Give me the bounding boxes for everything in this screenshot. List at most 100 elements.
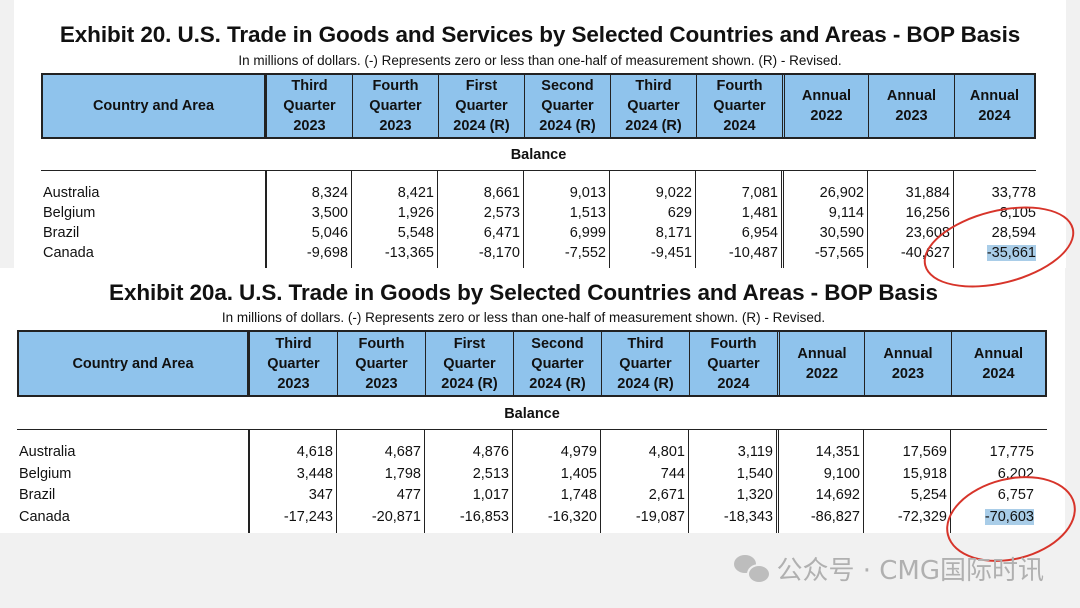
- country-name: Australia: [43, 185, 100, 201]
- table-cell: -40,627: [900, 245, 950, 261]
- table-cell: 5,548: [397, 225, 434, 241]
- column-divider: [424, 430, 425, 533]
- wechat-icon: [734, 554, 772, 584]
- table-cell: 6,471: [483, 225, 520, 241]
- column-divider: [336, 430, 337, 533]
- table-cell: 16,256: [905, 205, 950, 221]
- table-cell: -18,343: [723, 508, 773, 525]
- table-cell: 1,481: [741, 205, 778, 221]
- exhibit-20-subtitle: In millions of dollars. (-) Represents z…: [238, 53, 842, 68]
- column-divider: [953, 171, 954, 268]
- table-cell: -17,243: [283, 508, 333, 525]
- column-header: Annual 2023: [864, 332, 951, 395]
- table-cell: 1,540: [736, 465, 773, 482]
- table-cell: -57,565: [814, 245, 864, 261]
- table-cell: 17,775: [989, 444, 1034, 460]
- column-header: Third Quarter 2024 (R): [601, 332, 689, 395]
- country-name: Brazil: [43, 225, 80, 241]
- watermark: 公众号 · CMG国际时讯: [734, 550, 1044, 587]
- column-header: Fourth Quarter 2024: [696, 75, 782, 137]
- table-cell: 6,954: [741, 225, 778, 241]
- column-header: Annual 2023: [868, 75, 954, 137]
- table-row: Canada -9,698 -13,365 -8,170 -7,552 -9,451 -10…: [41, 243, 1040, 263]
- table-cell: -8,170: [478, 245, 520, 261]
- table-cell: 9,013: [569, 185, 606, 201]
- table-cell: 31,884: [905, 185, 950, 201]
- exhibit-20a-panel: Exhibit 20a. U.S. Trade in Goods by Sele…: [0, 268, 1065, 533]
- table-cell: 15,918: [902, 465, 947, 482]
- table-cell: 8,661: [483, 185, 520, 201]
- table-cell: 2,671: [648, 487, 685, 503]
- country-name: Brazil: [19, 487, 56, 503]
- column-header: Third Quarter 2024 (R): [610, 75, 696, 137]
- column-divider: [351, 171, 352, 268]
- column-divider: [609, 171, 610, 268]
- exhibit-20-rule: [41, 170, 1036, 171]
- table-cell: 17,569: [902, 444, 947, 460]
- table-cell: 347: [308, 487, 333, 503]
- country-name: Australia: [19, 444, 76, 460]
- column-header: Annual 2024: [951, 332, 1045, 395]
- table-cell: 1,320: [736, 487, 773, 503]
- table-cell: 9,022: [655, 185, 692, 201]
- exhibit-20-title: Exhibit 20. U.S. Trade in Goods and Serv…: [59, 22, 1021, 47]
- column-header: Second Quarter 2024 (R): [513, 332, 601, 395]
- column-divider: [695, 171, 696, 268]
- column-header: First Quarter 2024 (R): [425, 332, 513, 395]
- column-divider: [600, 430, 601, 533]
- column-header: Fourth Quarter 2023: [352, 75, 438, 137]
- table-cell: 4,687: [384, 444, 421, 460]
- column-divider: [437, 171, 438, 268]
- table-cell: 4,876: [472, 444, 509, 460]
- table-cell: 14,692: [815, 487, 860, 503]
- table-cell: 3,448: [296, 465, 333, 482]
- exhibit-20-section-label: Balance: [510, 147, 567, 163]
- column-header: Annual 2024: [954, 75, 1034, 137]
- exhibit-20a-rule: [17, 429, 1047, 430]
- column-divider: [950, 430, 951, 533]
- exhibit-20a-header: Country and Area Third Quarter 2023 Fourth Qu…: [17, 330, 1047, 397]
- table-cell: 4,979: [560, 444, 597, 460]
- table-cell: -19,087: [635, 508, 685, 525]
- column-header: Fourth Quarter 2023: [337, 332, 425, 395]
- column-divider: [512, 430, 513, 533]
- column-header: Second Quarter 2024 (R): [524, 75, 610, 137]
- exhibit-20-column-lines: [41, 171, 1036, 268]
- table-cell: 1,017: [472, 487, 509, 503]
- table-cell: 8,421: [397, 185, 434, 201]
- table-cell: -9,451: [650, 245, 692, 261]
- column-divider: [867, 171, 868, 268]
- table-row: Australia 4,618 4,687 4,876 4,979 4,801 3,119 1…: [17, 442, 1038, 462]
- table-cell: 1,405: [560, 465, 597, 482]
- table-cell: 477: [396, 487, 421, 503]
- exhibit-20a-subtitle: In millions of dollars. (-) Represents z…: [221, 310, 826, 325]
- column-divider: [776, 430, 779, 533]
- table-cell: 629: [667, 205, 692, 221]
- column-divider: [248, 430, 250, 533]
- table-cell: 7,081: [741, 185, 778, 201]
- table-row: Belgium 3,500 1,926 2,573 1,513 629 1,481 9,114…: [41, 203, 1040, 223]
- column-header: Third Quarter 2023: [249, 332, 337, 395]
- table-cell: 3,500: [311, 205, 348, 221]
- table-cell: -86,827: [810, 508, 860, 525]
- table-cell: 4,618: [296, 444, 333, 460]
- country-name: Belgium: [19, 465, 72, 482]
- table-cell: -9,698: [306, 245, 348, 261]
- watermark-text: 公众号 · CMG国际时讯: [776, 556, 1044, 586]
- table-cell: 33,778: [991, 185, 1036, 201]
- table-cell: -20,871: [371, 508, 421, 525]
- table-row: Australia 8,324 8,421 8,661 9,013 9,022 7,081 2…: [41, 183, 1040, 203]
- table-row: Brazil 5,046 5,548 6,471 6,999 8,171 6,954 30,5…: [41, 223, 1040, 243]
- column-divider: [863, 430, 864, 533]
- table-cell: 5,046: [311, 225, 348, 241]
- table-cell: 5,254: [910, 487, 947, 503]
- table-cell: 28,594: [991, 225, 1036, 241]
- table-cell: 14,351: [815, 444, 860, 460]
- country-name: Belgium: [43, 205, 96, 221]
- column-divider: [265, 171, 267, 268]
- table-cell: 1,748: [560, 487, 597, 503]
- table-cell: -35,661: [986, 245, 1036, 261]
- exhibit-20-panel: Exhibit 20. U.S. Trade in Goods and Serv…: [14, 0, 1066, 268]
- table-cell: 2,573: [483, 205, 520, 221]
- column-header: Country and Area: [43, 75, 266, 137]
